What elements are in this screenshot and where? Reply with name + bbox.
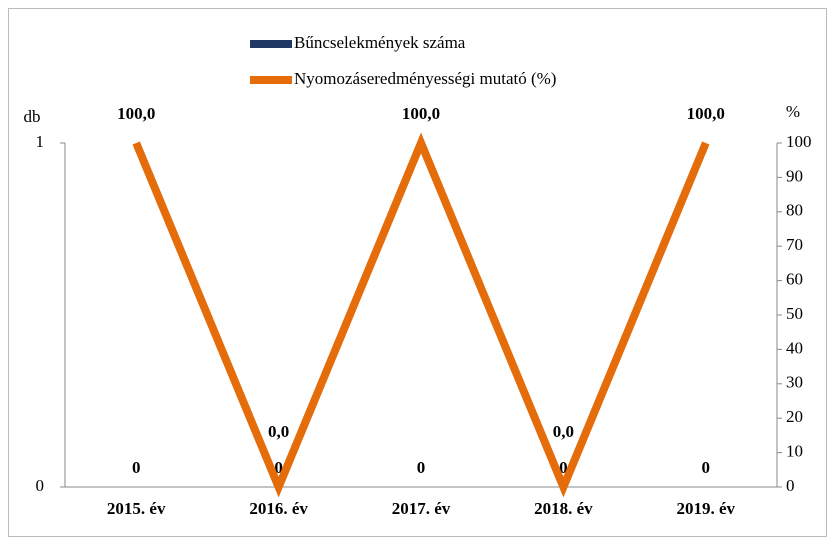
line-value-label: 0,0 [268, 422, 289, 441]
x-tick-label: 2016. év [249, 499, 308, 518]
legend-swatch [250, 40, 292, 48]
y2-tick-label: 90 [786, 166, 803, 185]
bar-value-label: 0 [702, 458, 711, 477]
chart-border [8, 8, 827, 537]
y2-tick-label: 10 [786, 442, 803, 461]
line-value-label: 100,0 [687, 104, 725, 123]
legend-label: Bűncselekmények száma [294, 33, 466, 52]
y2-tick-label: 0 [786, 476, 795, 495]
bar-value-label: 0 [132, 458, 141, 477]
y2-tick-label: 20 [786, 407, 803, 426]
x-tick-label: 2015. év [107, 499, 166, 518]
y2-tick-label: 30 [786, 373, 803, 392]
x-tick-label: 2017. év [392, 499, 451, 518]
y2-tick-label: 50 [786, 304, 803, 323]
line [132, 132, 710, 498]
y2-tick-label: 70 [786, 235, 803, 254]
line-value-label: 100,0 [117, 104, 155, 123]
y-axis-title: db [24, 107, 41, 126]
x-tick-label: 2019. év [677, 499, 736, 518]
y2-tick-label: 40 [786, 338, 803, 357]
y2-axis-title: % [786, 102, 800, 121]
y2-tick-label: 80 [786, 201, 803, 220]
x-tick-label: 2018. év [534, 499, 593, 518]
legend-label: Nyomozáseredményességi mutató (%) [294, 69, 556, 88]
y-tick-label: 0 [36, 476, 45, 495]
bar-value-label: 0 [559, 458, 568, 477]
bar-value-label: 0 [274, 458, 283, 477]
line-value-label: 100,0 [402, 104, 440, 123]
y2-tick-label: 60 [786, 270, 803, 289]
line-value-label: 0,0 [553, 422, 574, 441]
y2-tick-label: 100 [786, 132, 812, 151]
y-tick-label: 1 [36, 132, 45, 151]
bar-value-label: 0 [417, 458, 426, 477]
